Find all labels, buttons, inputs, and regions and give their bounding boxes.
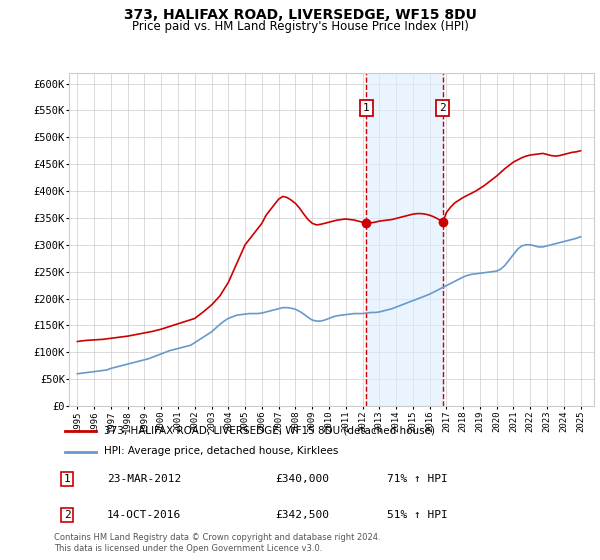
- Text: 373, HALIFAX ROAD, LIVERSEDGE, WF15 8DU: 373, HALIFAX ROAD, LIVERSEDGE, WF15 8DU: [124, 8, 476, 22]
- Text: 51% ↑ HPI: 51% ↑ HPI: [386, 510, 448, 520]
- Text: Price paid vs. HM Land Registry's House Price Index (HPI): Price paid vs. HM Land Registry's House …: [131, 20, 469, 32]
- Text: 2: 2: [439, 102, 446, 113]
- Text: 2: 2: [64, 510, 71, 520]
- Text: 1: 1: [363, 102, 370, 113]
- Text: Contains HM Land Registry data © Crown copyright and database right 2024.
This d: Contains HM Land Registry data © Crown c…: [54, 533, 380, 553]
- Text: 1: 1: [64, 474, 71, 484]
- Text: £340,000: £340,000: [276, 474, 330, 484]
- Text: £342,500: £342,500: [276, 510, 330, 520]
- Text: 23-MAR-2012: 23-MAR-2012: [107, 474, 181, 484]
- Text: 71% ↑ HPI: 71% ↑ HPI: [386, 474, 448, 484]
- Text: HPI: Average price, detached house, Kirklees: HPI: Average price, detached house, Kirk…: [104, 446, 338, 456]
- Text: 14-OCT-2016: 14-OCT-2016: [107, 510, 181, 520]
- Bar: [367, 73, 443, 406]
- Text: 373, HALIFAX ROAD, LIVERSEDGE, WF15 8DU (detached house): 373, HALIFAX ROAD, LIVERSEDGE, WF15 8DU …: [104, 426, 435, 436]
